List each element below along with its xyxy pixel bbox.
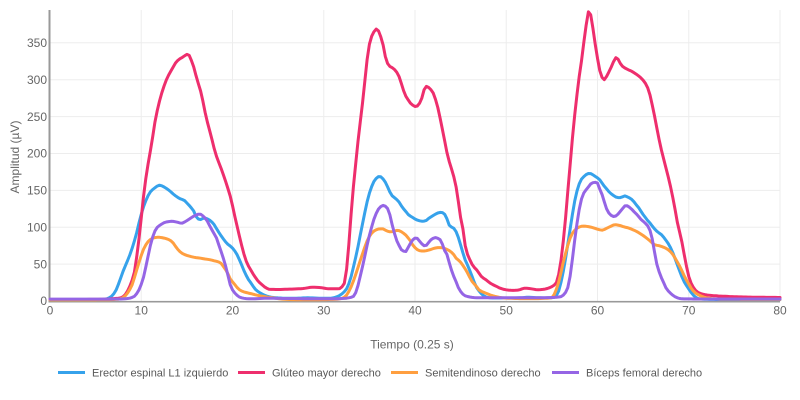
svg-text:70: 70 [682, 304, 696, 318]
svg-text:Amplitud (µV): Amplitud (µV) [8, 121, 22, 194]
svg-text:20: 20 [226, 304, 240, 318]
svg-text:10: 10 [135, 304, 149, 318]
svg-text:200: 200 [27, 147, 47, 161]
svg-text:Semitendinoso derecho: Semitendinoso derecho [425, 367, 541, 379]
svg-text:250: 250 [27, 110, 47, 124]
svg-text:Bíceps femoral derecho: Bíceps femoral derecho [586, 367, 702, 379]
svg-text:0: 0 [40, 294, 47, 308]
svg-text:0: 0 [47, 304, 54, 318]
svg-text:150: 150 [27, 184, 47, 198]
svg-text:80: 80 [773, 304, 787, 318]
svg-text:30: 30 [317, 304, 331, 318]
svg-text:60: 60 [591, 304, 605, 318]
svg-text:300: 300 [27, 73, 47, 87]
svg-text:350: 350 [27, 36, 47, 50]
svg-text:Tiempo (0.25 s): Tiempo (0.25 s) [370, 338, 454, 352]
svg-text:100: 100 [27, 220, 47, 234]
svg-text:Glúteo mayor derecho: Glúteo mayor derecho [272, 367, 381, 379]
svg-text:50: 50 [34, 257, 48, 271]
svg-text:50: 50 [500, 304, 514, 318]
svg-text:40: 40 [408, 304, 422, 318]
svg-text:Erector espinal L1 izquierdo: Erector espinal L1 izquierdo [92, 367, 228, 379]
